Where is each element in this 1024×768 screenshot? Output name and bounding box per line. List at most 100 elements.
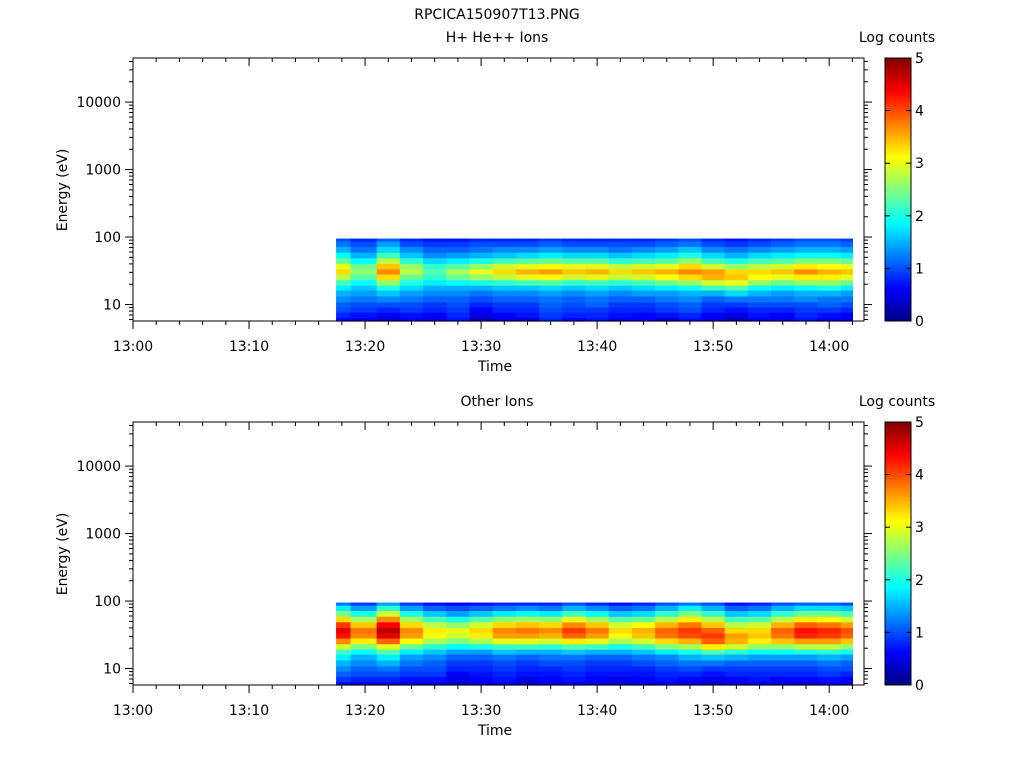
- x-tick-label: 13:50: [693, 339, 733, 355]
- heatmap-cell: [608, 610, 633, 617]
- heatmap-cell: [794, 676, 819, 682]
- heatmap-cell: [585, 665, 610, 672]
- heatmap-cell: [562, 301, 587, 308]
- heatmap-cell: [515, 670, 540, 677]
- heatmap-cell: [747, 295, 772, 303]
- heatmap-cell: [631, 676, 656, 682]
- colorbar-segment: [885, 88, 911, 92]
- heatmap-cell: [678, 659, 703, 667]
- heatmap-cell: [655, 241, 679, 248]
- heatmap-cell: [771, 659, 795, 667]
- heatmap-cell: [655, 643, 679, 650]
- colorbar-segment: [885, 60, 911, 63]
- heatmap-cell: [701, 627, 726, 634]
- colorbar-segment: [885, 239, 911, 243]
- heatmap-cell: [562, 676, 587, 682]
- heatmap-cell: [771, 665, 795, 672]
- heatmap-cell: [562, 238, 587, 242]
- colorbar-segment: [885, 454, 911, 458]
- colorbar-segment: [885, 233, 911, 237]
- x-tick-label: 13:20: [345, 703, 385, 719]
- heatmap-cell: [336, 643, 352, 650]
- heatmap-cell: [608, 616, 633, 623]
- heatmap-cell: [446, 637, 471, 645]
- heatmap-cell: [515, 665, 540, 672]
- colorbar-segment: [885, 150, 911, 153]
- heatmap-cell: [771, 616, 795, 623]
- heatmap-cell: [539, 643, 563, 650]
- heatmap-cell: [376, 659, 401, 667]
- heatmap-cell: [701, 273, 726, 281]
- heatmap-cell: [631, 632, 656, 639]
- heatmap-cell: [492, 621, 517, 628]
- heatmap-cell: [539, 632, 563, 639]
- heatmap-cell: [794, 649, 819, 655]
- heatmap-cell: [794, 317, 819, 322]
- colorbar-segment: [885, 441, 911, 445]
- heatmap-cell: [724, 676, 749, 682]
- heatmap-cell: [423, 268, 447, 275]
- colorbar-segment: [885, 590, 911, 594]
- colorbar-segment: [885, 106, 911, 109]
- heatmap-cell: [492, 602, 517, 606]
- heatmap-cell: [701, 301, 726, 308]
- heatmap-cell: [423, 649, 447, 655]
- heatmap-cell: [747, 257, 772, 264]
- panel-other-ions: Other Ions 13:00 13:10 13:20 13:30 13:40 13:5…: [55, 394, 935, 739]
- heatmap-cell: [350, 605, 378, 612]
- heatmap-cell: [817, 665, 842, 672]
- heatmap-cell: [539, 268, 563, 275]
- heatmap-cell: [840, 285, 853, 291]
- heatmap-cell: [562, 632, 587, 639]
- heatmap-cell: [817, 317, 842, 322]
- heatmap-cell: [492, 252, 517, 259]
- heatmap-cell: [539, 659, 563, 667]
- colorbar-segment: [885, 450, 911, 454]
- heatmap-cell: [794, 627, 819, 634]
- heatmap-cell: [350, 295, 378, 303]
- heatmap-cell: [817, 306, 842, 313]
- heatmap-cell: [701, 670, 726, 677]
- colorbar-segment: [885, 290, 911, 294]
- colorbar-segment: [885, 452, 911, 456]
- heatmap-cell: [350, 317, 378, 322]
- heatmap-cell: [701, 306, 726, 313]
- heatmap-cell: [655, 681, 679, 686]
- heatmap-cell: [655, 632, 679, 639]
- heatmap-cell: [678, 621, 703, 628]
- heatmap-cell: [701, 246, 726, 253]
- heatmap-cell: [678, 602, 703, 606]
- heatmap-cell: [840, 627, 853, 634]
- colorbar-segment: [885, 597, 911, 601]
- heatmap-cell: [817, 246, 842, 253]
- heatmap-cell: [469, 268, 494, 275]
- heatmap-cell: [336, 676, 352, 682]
- colorbar-segment: [885, 603, 911, 607]
- heatmap-cell: [724, 273, 749, 281]
- colorbar-segment: [885, 110, 911, 114]
- heatmap-cell: [608, 263, 633, 270]
- heatmap-cell: [336, 241, 352, 248]
- heatmap-cell: [817, 289, 842, 297]
- heatmap-cell: [794, 301, 819, 308]
- heatmap-cell: [771, 317, 795, 322]
- colorbar-segment: [885, 79, 911, 83]
- heatmap-cell: [701, 676, 726, 682]
- heatmap-cell: [469, 602, 494, 606]
- heatmap-cell: [585, 621, 610, 628]
- heatmap-cell: [724, 649, 749, 655]
- heatmap-cell: [539, 279, 563, 286]
- heatmap-cell: [446, 643, 471, 650]
- colorbar-segment: [885, 465, 911, 469]
- heatmap-cell: [724, 252, 749, 259]
- heatmap-cell: [423, 610, 447, 617]
- x-axis-label: Time: [477, 359, 512, 375]
- heatmap-cell: [678, 285, 703, 291]
- colorbar-segment: [885, 90, 911, 94]
- heatmap-cell: [446, 602, 471, 606]
- heatmap-cell: [771, 643, 795, 650]
- heatmap-cell: [376, 306, 401, 313]
- heatmap-cell: [562, 268, 587, 275]
- heatmap-cell: [771, 257, 795, 264]
- heatmap-cell: [423, 301, 447, 308]
